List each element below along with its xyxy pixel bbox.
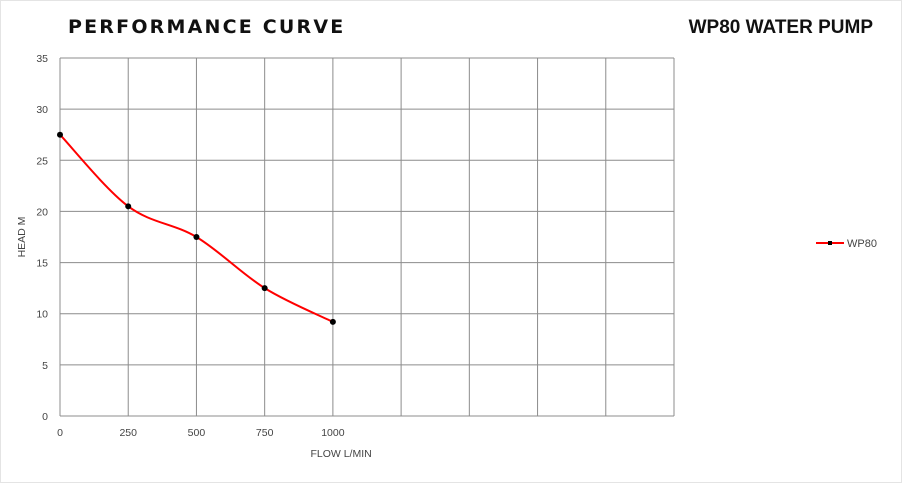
y-tick-label: 0 (42, 411, 48, 423)
data-point (125, 203, 132, 210)
legend-label: WP80 (847, 238, 877, 250)
legend-marker (828, 241, 832, 245)
x-tick-label: 1000 (321, 427, 345, 439)
product-title: WP80 WATER PUMP (688, 17, 873, 38)
y-tick-label: 25 (36, 155, 48, 167)
y-tick-label: 20 (36, 206, 48, 218)
grid-lines (59, 57, 675, 417)
data-point (261, 285, 268, 292)
y-tick-label: 10 (36, 309, 48, 321)
x-tick-label: 0 (57, 427, 63, 439)
y-tick-label: 5 (42, 360, 48, 372)
series-layer (57, 131, 336, 325)
y-tick-label: 15 (36, 258, 48, 270)
y-tick-label: 30 (36, 104, 48, 116)
data-point (193, 234, 200, 240)
x-tick-label: 250 (119, 427, 137, 439)
x-tick-label: 500 (188, 427, 206, 439)
data-point (329, 318, 336, 325)
chart-title: PERFORMANCE CURVE (68, 16, 346, 38)
x-axis-label: FLOW L/MIN (310, 448, 371, 460)
data-point (57, 131, 63, 138)
x-tick-label: 750 (256, 427, 274, 439)
y-tick-label: 35 (36, 53, 48, 65)
legend: WP80 (816, 238, 877, 250)
y-axis-label: HEAD M (16, 217, 28, 258)
tick-labels: 0 5 10 15 20 25 30 35 0 250 500 750 1000 (36, 53, 344, 439)
